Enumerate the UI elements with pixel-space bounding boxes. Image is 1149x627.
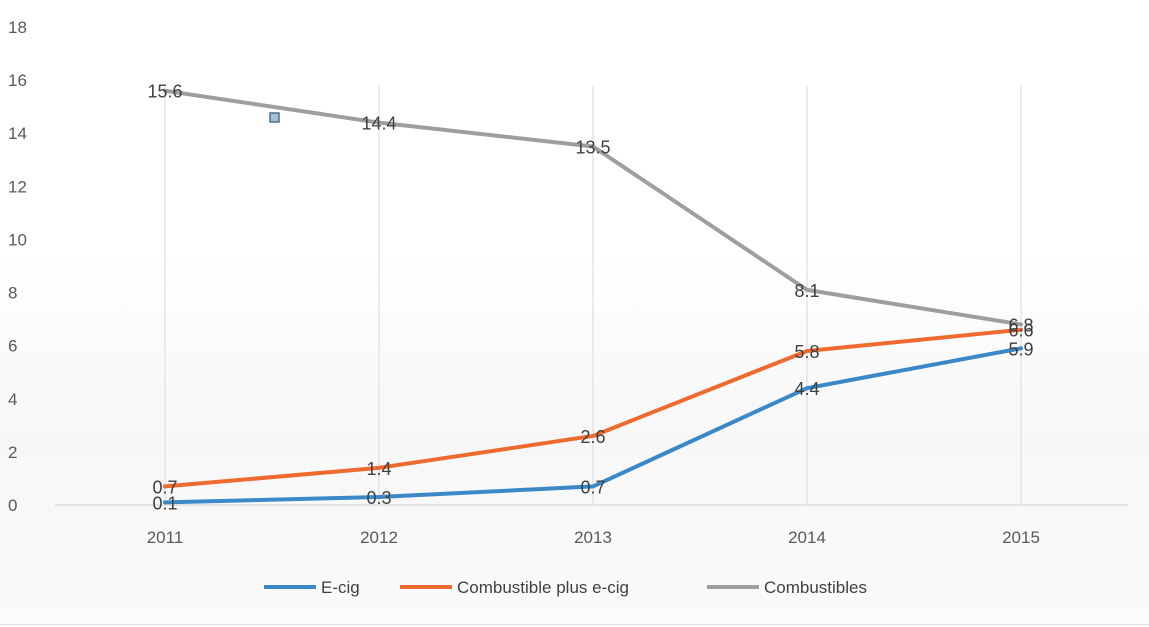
y-tick-label: 2 — [8, 443, 17, 462]
x-tick-label: 2013 — [574, 528, 612, 547]
data-label: 1.4 — [366, 459, 391, 479]
legend-item-2[interactable]: Combustibles — [707, 578, 867, 597]
series-line-1 — [163, 327, 1023, 489]
y-tick-label: 0 — [8, 496, 17, 515]
legend-item-0[interactable]: E-cig — [264, 578, 360, 597]
series — [163, 88, 1023, 505]
x-tick-label: 2011 — [147, 528, 184, 547]
legend: E-cig Combustible plus e-cig Combustibles — [264, 578, 867, 597]
y-tick-label: 14 — [8, 124, 27, 143]
divider — [0, 624, 1149, 625]
legend-label: Combustibles — [764, 578, 867, 597]
gridlines — [164, 85, 1022, 505]
data-label: 4.4 — [794, 379, 819, 399]
selection-handle[interactable] — [269, 112, 280, 123]
y-tick-label: 16 — [8, 71, 27, 90]
data-label: 5.9 — [1008, 339, 1033, 359]
data-label: 0.7 — [152, 477, 177, 497]
x-tick-label: 2014 — [788, 528, 826, 547]
legend-label: E-cig — [321, 578, 360, 597]
data-label: 14.4 — [361, 114, 396, 134]
series-line-0 — [163, 346, 1023, 505]
data-label: 0.1 — [152, 493, 177, 513]
y-tick-label: 6 — [8, 337, 17, 356]
data-label: 6.8 — [1008, 315, 1033, 335]
data-label: 0.7 — [580, 477, 605, 497]
data-label: 8.1 — [794, 281, 819, 301]
series-line-2 — [163, 88, 1023, 327]
data-label: 2.6 — [580, 427, 605, 447]
data-label: 5.8 — [794, 342, 819, 362]
legend-label: Combustible plus e-cig — [457, 578, 629, 597]
legend-item-1[interactable]: Combustible plus e-cig — [400, 578, 629, 597]
data-labels: 0.1 0.3 0.7 4.4 5.9 0.7 1.4 2.6 5.8 6.6 15.6 14.4 13… — [147, 82, 1033, 514]
data-label: 0.3 — [366, 488, 391, 508]
x-tick-label: 2015 — [1002, 528, 1040, 547]
y-tick-label: 4 — [8, 390, 17, 409]
data-label: 15.6 — [147, 82, 182, 102]
x-axis-ticks: 2011 2012 2013 2014 2015 — [147, 528, 1040, 547]
y-tick-label: 8 — [8, 284, 17, 303]
y-tick-label: 12 — [8, 177, 27, 196]
x-tick-label: 2012 — [360, 528, 398, 547]
y-tick-label: 18 — [8, 18, 27, 37]
data-label: 6.6 — [1008, 321, 1033, 341]
y-axis-ticks: 0 2 4 6 8 10 12 14 16 18 — [8, 18, 27, 515]
data-label: 13.5 — [575, 138, 610, 158]
y-tick-label: 10 — [8, 230, 27, 249]
